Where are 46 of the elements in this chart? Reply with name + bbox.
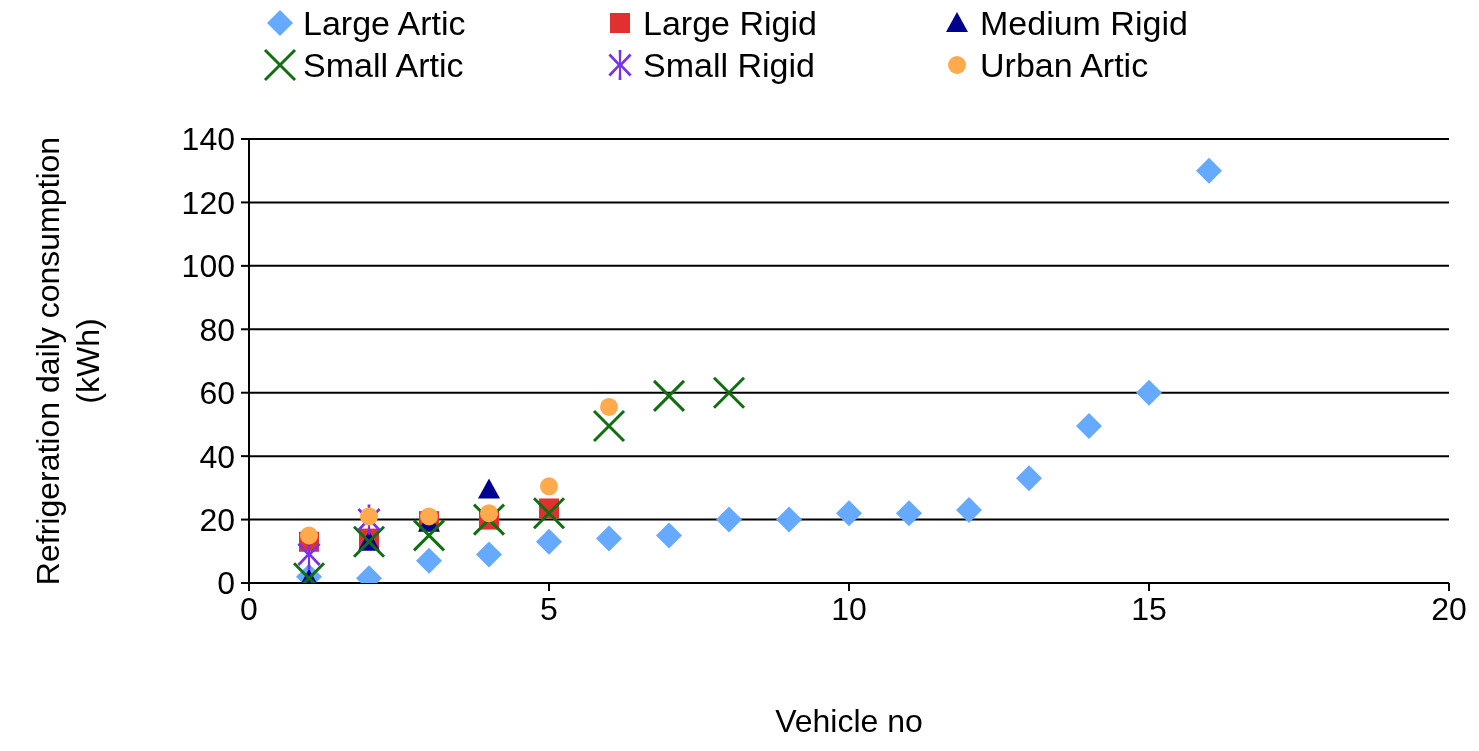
y-tick-label: 140 bbox=[181, 121, 235, 158]
point bbox=[600, 397, 618, 416]
y-tick-label: 80 bbox=[199, 311, 235, 348]
point bbox=[480, 504, 498, 523]
point bbox=[1196, 157, 1222, 184]
point bbox=[476, 541, 502, 568]
point bbox=[540, 477, 558, 496]
point bbox=[420, 507, 438, 526]
point bbox=[652, 379, 686, 413]
point bbox=[532, 496, 566, 530]
point bbox=[1016, 465, 1042, 492]
legend-label: Large Artic bbox=[303, 3, 466, 44]
legend-label: Medium Rigid bbox=[980, 3, 1188, 44]
y-axis-title: Refrigeration daily consumption (kWh) bbox=[29, 135, 107, 588]
point bbox=[716, 506, 742, 533]
y-tick-label: 40 bbox=[199, 438, 235, 475]
x-tick-label: 5 bbox=[540, 590, 558, 627]
x-tick-label: 15 bbox=[1131, 590, 1167, 627]
point bbox=[1136, 379, 1162, 406]
point bbox=[300, 526, 318, 545]
point bbox=[1076, 413, 1102, 440]
point bbox=[478, 478, 500, 499]
legend-label: Large Rigid bbox=[643, 3, 817, 44]
y-tick-label: 0 bbox=[217, 565, 235, 602]
point bbox=[896, 500, 922, 527]
legend-label: Small Rigid bbox=[643, 45, 815, 86]
point bbox=[776, 506, 802, 533]
point bbox=[412, 518, 446, 552]
point bbox=[836, 500, 862, 527]
point bbox=[656, 522, 682, 549]
legend-label: Urban Artic bbox=[980, 45, 1149, 86]
y-tick-label: 20 bbox=[199, 501, 235, 538]
point bbox=[536, 528, 562, 555]
legend-label: Small Artic bbox=[303, 45, 464, 86]
x-tick-label: 20 bbox=[1431, 590, 1467, 627]
point bbox=[416, 547, 442, 574]
point bbox=[592, 409, 626, 443]
point bbox=[596, 525, 622, 552]
y-tick-label: 120 bbox=[181, 184, 235, 221]
y-tick-label: 100 bbox=[181, 248, 235, 285]
point bbox=[712, 376, 746, 410]
point bbox=[956, 497, 982, 524]
x-tick-label: 0 bbox=[240, 590, 258, 627]
x-tick-label: 10 bbox=[831, 590, 867, 627]
y-tick-label: 60 bbox=[199, 375, 235, 412]
x-axis-title: Vehicle no bbox=[774, 703, 924, 740]
